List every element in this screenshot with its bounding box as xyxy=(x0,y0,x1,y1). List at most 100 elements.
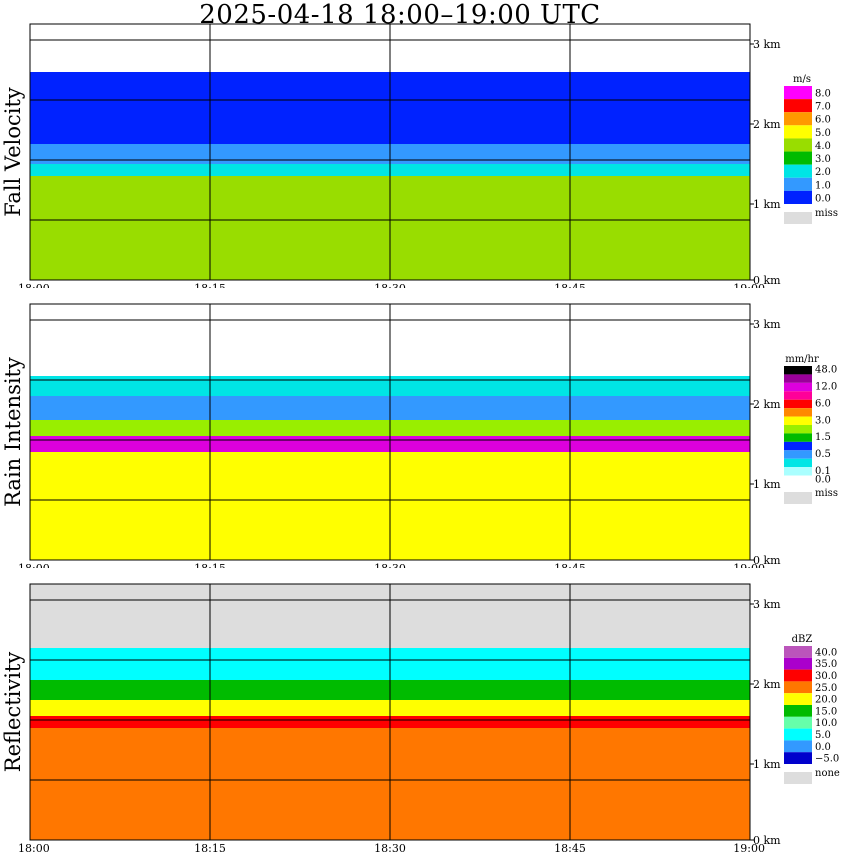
rain-intensity-panel: 0 km 1 km 2 km 3 km 18:00 18:15 18:30 18:45 19:0… xyxy=(1,303,838,568)
rain-intensity-legend-swatch xyxy=(784,374,812,383)
reflectivity-legend-label: −5.0 xyxy=(815,754,839,765)
fall-velocity-ytick-label: 2 km xyxy=(753,118,781,131)
rain-intensity-legend-label: 6.0 xyxy=(815,398,831,409)
fall-velocity-legend-label: 4.0 xyxy=(815,141,831,152)
fall-velocity-legend-label: 2.0 xyxy=(815,167,831,178)
reflectivity-ytick-label: 0 km xyxy=(753,834,781,847)
rain-intensity-legend-swatch xyxy=(784,475,812,484)
reflectivity-legend-missing-swatch xyxy=(784,772,812,784)
reflectivity-xtick-label: 18:45 xyxy=(554,842,586,852)
rain-intensity-ytick-label: 3 km xyxy=(753,318,781,331)
reflectivity-ytick-label: 2 km xyxy=(753,678,781,691)
rain-intensity-legend-swatch xyxy=(784,450,812,459)
reflectivity-legend-label: 30.0 xyxy=(815,671,837,682)
reflectivity-legend-swatch xyxy=(784,646,812,658)
rain-intensity-legend-swatch xyxy=(784,391,812,400)
rain-intensity-legend-label: 12.0 xyxy=(815,382,837,393)
reflectivity-legend-label: 10.0 xyxy=(815,718,837,729)
reflectivity-frame xyxy=(29,583,751,841)
fall-velocity-ytick-label: 1 km xyxy=(753,198,781,211)
fall-velocity-legend-label: 6.0 xyxy=(815,115,831,126)
rain-intensity-legend-swatch xyxy=(784,425,812,434)
reflectivity-legend-missing-label: none xyxy=(815,768,840,779)
rain-intensity-legend-swatch xyxy=(784,399,812,409)
rain-intensity-legend-label: 1.5 xyxy=(815,432,831,443)
reflectivity-legend-swatch xyxy=(784,752,812,764)
fall-velocity-legend-swatch xyxy=(784,86,812,100)
reflectivity-ylabel: Reflectivity xyxy=(1,652,25,773)
fall-velocity-legend-missing-label: miss xyxy=(815,208,838,219)
reflectivity-legend-label: 40.0 xyxy=(815,647,837,658)
rain-intensity-legend-swatch xyxy=(784,382,812,392)
rain-intensity-legend-label: 0.5 xyxy=(815,449,831,460)
fall-velocity-legend-missing-swatch xyxy=(784,212,812,224)
reflectivity-legend-label: 20.0 xyxy=(815,695,837,706)
reflectivity-legend-swatch xyxy=(784,728,812,741)
rain-intensity-ytick-label: 1 km xyxy=(753,478,781,491)
rain-intensity-xtick-label: 19:00 xyxy=(733,562,765,568)
fall-velocity-xtick-label: 18:15 xyxy=(194,282,226,288)
rain-intensity-legend-swatch xyxy=(784,467,812,476)
rain-intensity-legend-label: 48.0 xyxy=(815,365,837,376)
rain-intensity-legend-label: 3.0 xyxy=(815,415,831,426)
reflectivity-legend-label: 0.0 xyxy=(815,742,831,753)
rain-intensity-legend-swatch xyxy=(784,441,812,451)
rain-intensity-legend-swatch xyxy=(784,408,812,417)
rain-intensity-legend-swatch xyxy=(784,366,812,375)
reflectivity-ytick-label: 3 km xyxy=(753,598,781,611)
rain-intensity-xtick-label: 18:00 xyxy=(18,562,50,568)
rain-intensity-legend-label: 0.1 xyxy=(815,466,831,477)
rain-intensity-legend-swatch xyxy=(784,433,812,442)
fall-velocity-legend-swatch xyxy=(784,112,812,126)
fall-velocity-legend-swatch xyxy=(784,151,812,165)
fall-velocity-legend-label: 5.0 xyxy=(815,128,831,139)
reflectivity-legend-label: 15.0 xyxy=(815,706,837,717)
fall-velocity-legend-label: 8.0 xyxy=(815,88,831,99)
reflectivity-legend-swatch xyxy=(784,681,812,694)
rain-intensity-ylabel: Rain Intensity xyxy=(1,357,25,507)
reflectivity-legend-swatch xyxy=(784,693,812,705)
reflectivity-legend-swatch xyxy=(784,669,812,682)
fall-velocity-legend-label: 0.0 xyxy=(815,193,831,204)
fall-velocity-legend-swatch xyxy=(784,125,812,139)
fall-velocity-ytick-label: 3 km xyxy=(753,38,781,51)
fall-velocity-ylabel: Fall Velocity xyxy=(1,87,25,217)
fall-velocity-legend-unit: m/s xyxy=(793,74,811,85)
reflectivity-panel: 0 km 1 km 2 km 3 km 18:00 18:15 18:30 18:45 19:0… xyxy=(1,583,840,852)
fall-velocity-legend-label: 1.0 xyxy=(815,180,831,191)
rain-intensity-legend-unit: mm/hr xyxy=(785,354,819,365)
rain-intensity-legend-swatch xyxy=(784,416,812,425)
fall-velocity-legend-swatch xyxy=(784,164,812,178)
rain-intensity-legend-label: 0.0 xyxy=(815,474,831,485)
reflectivity-legend-label: 5.0 xyxy=(815,730,831,741)
fall-velocity-legend-label: 3.0 xyxy=(815,154,831,165)
reflectivity-xtick-label: 18:30 xyxy=(374,842,406,852)
reflectivity-xtick-label: 19:00 xyxy=(733,842,765,852)
reflectivity-legend-label: 25.0 xyxy=(815,683,837,694)
rain-intensity-legend-missing-swatch xyxy=(784,492,812,504)
rain-intensity-legend-swatch xyxy=(784,458,812,468)
reflectivity-legend-swatch xyxy=(784,716,812,729)
reflectivity-ytick-label: 1 km xyxy=(753,758,781,771)
fall-velocity-ytick-label: 0 km xyxy=(753,274,781,287)
fall-velocity-frame xyxy=(29,23,751,281)
fall-velocity-xtick-label: 18:45 xyxy=(554,282,586,288)
fall-velocity-legend-swatch xyxy=(784,177,812,191)
fall-velocity-legend-swatch xyxy=(784,138,812,152)
rain-intensity-ytick-label: 0 km xyxy=(753,554,781,567)
reflectivity-legend-unit: dBZ xyxy=(792,634,813,645)
reflectivity-xtick-label: 18:15 xyxy=(194,842,226,852)
reflectivity-legend-swatch xyxy=(784,705,812,717)
reflectivity-xtick-label: 18:00 xyxy=(18,842,50,852)
fall-velocity-legend-label: 7.0 xyxy=(815,102,831,113)
fall-velocity-legend-swatch xyxy=(784,190,812,204)
reflectivity-legend-swatch xyxy=(784,657,812,670)
fall-velocity-xtick-label: 18:00 xyxy=(18,282,50,288)
reflectivity-legend-swatch xyxy=(784,740,812,753)
rain-intensity-xtick-label: 18:15 xyxy=(194,562,226,568)
fall-velocity-panel: 0 km 1 km 2 km 3 km 18:00 18:15 18:30 18:45 19:0… xyxy=(1,23,838,288)
reflectivity-legend-label: 35.0 xyxy=(815,659,837,670)
fall-velocity-xtick-label: 18:30 xyxy=(374,282,406,288)
rain-intensity-xtick-label: 18:45 xyxy=(554,562,586,568)
rain-intensity-ytick-label: 2 km xyxy=(753,398,781,411)
